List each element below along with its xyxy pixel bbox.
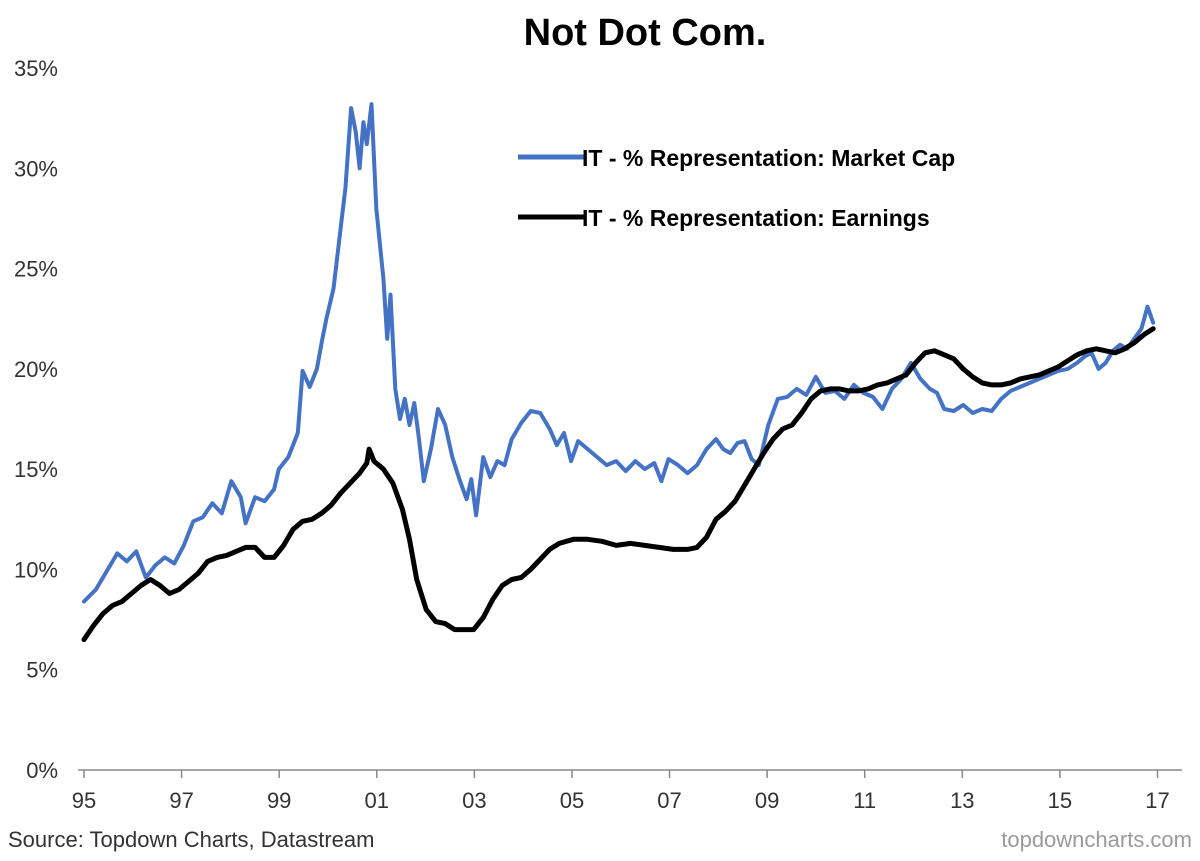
y-tick-label: 20% xyxy=(14,357,58,382)
x-axis: 95 97 99 01 03 05 07 09 11 13 15 17 xyxy=(72,770,1170,813)
y-tick-label: 0% xyxy=(26,758,58,783)
source-note: Source: Topdown Charts, Datastream xyxy=(8,827,374,852)
x-tick-label: 95 xyxy=(72,788,96,813)
x-tick-label: 99 xyxy=(267,788,291,813)
x-tick-label: 11 xyxy=(853,788,876,813)
series-line-market-cap xyxy=(82,102,1156,604)
y-tick-label: 30% xyxy=(14,156,58,181)
y-tick-label: 35% xyxy=(14,56,58,81)
y-tick-label: 25% xyxy=(14,257,58,282)
series-line-earnings xyxy=(81,326,1156,643)
series-group xyxy=(81,102,1156,643)
y-tick-label: 5% xyxy=(26,658,58,683)
x-tick-label: 97 xyxy=(169,788,193,813)
y-tick-label: 10% xyxy=(14,557,58,582)
legend-label-earnings: IT - % Representation: Earnings xyxy=(582,205,930,231)
x-tick-label: 03 xyxy=(462,788,486,813)
x-tick-label: 09 xyxy=(755,788,779,813)
x-tick-label: 07 xyxy=(657,788,681,813)
x-tick-label: 17 xyxy=(1145,788,1169,813)
legend-label-market-cap: IT - % Representation: Market Cap xyxy=(582,145,955,171)
chart-title: Not Dot Com. xyxy=(524,12,767,54)
watermark: topdowncharts.com xyxy=(1001,827,1192,852)
y-tick-label: 15% xyxy=(14,457,58,482)
x-tick-label: 13 xyxy=(950,788,974,813)
x-tick-label: 01 xyxy=(365,788,389,813)
x-tick-label: 05 xyxy=(560,788,584,813)
legend: IT - % Representation: Market Cap IT - %… xyxy=(518,145,955,231)
x-tick-label: 15 xyxy=(1048,788,1072,813)
y-axis: 0% 5% 10% 15% 20% 25% 30% 35% xyxy=(14,56,58,783)
